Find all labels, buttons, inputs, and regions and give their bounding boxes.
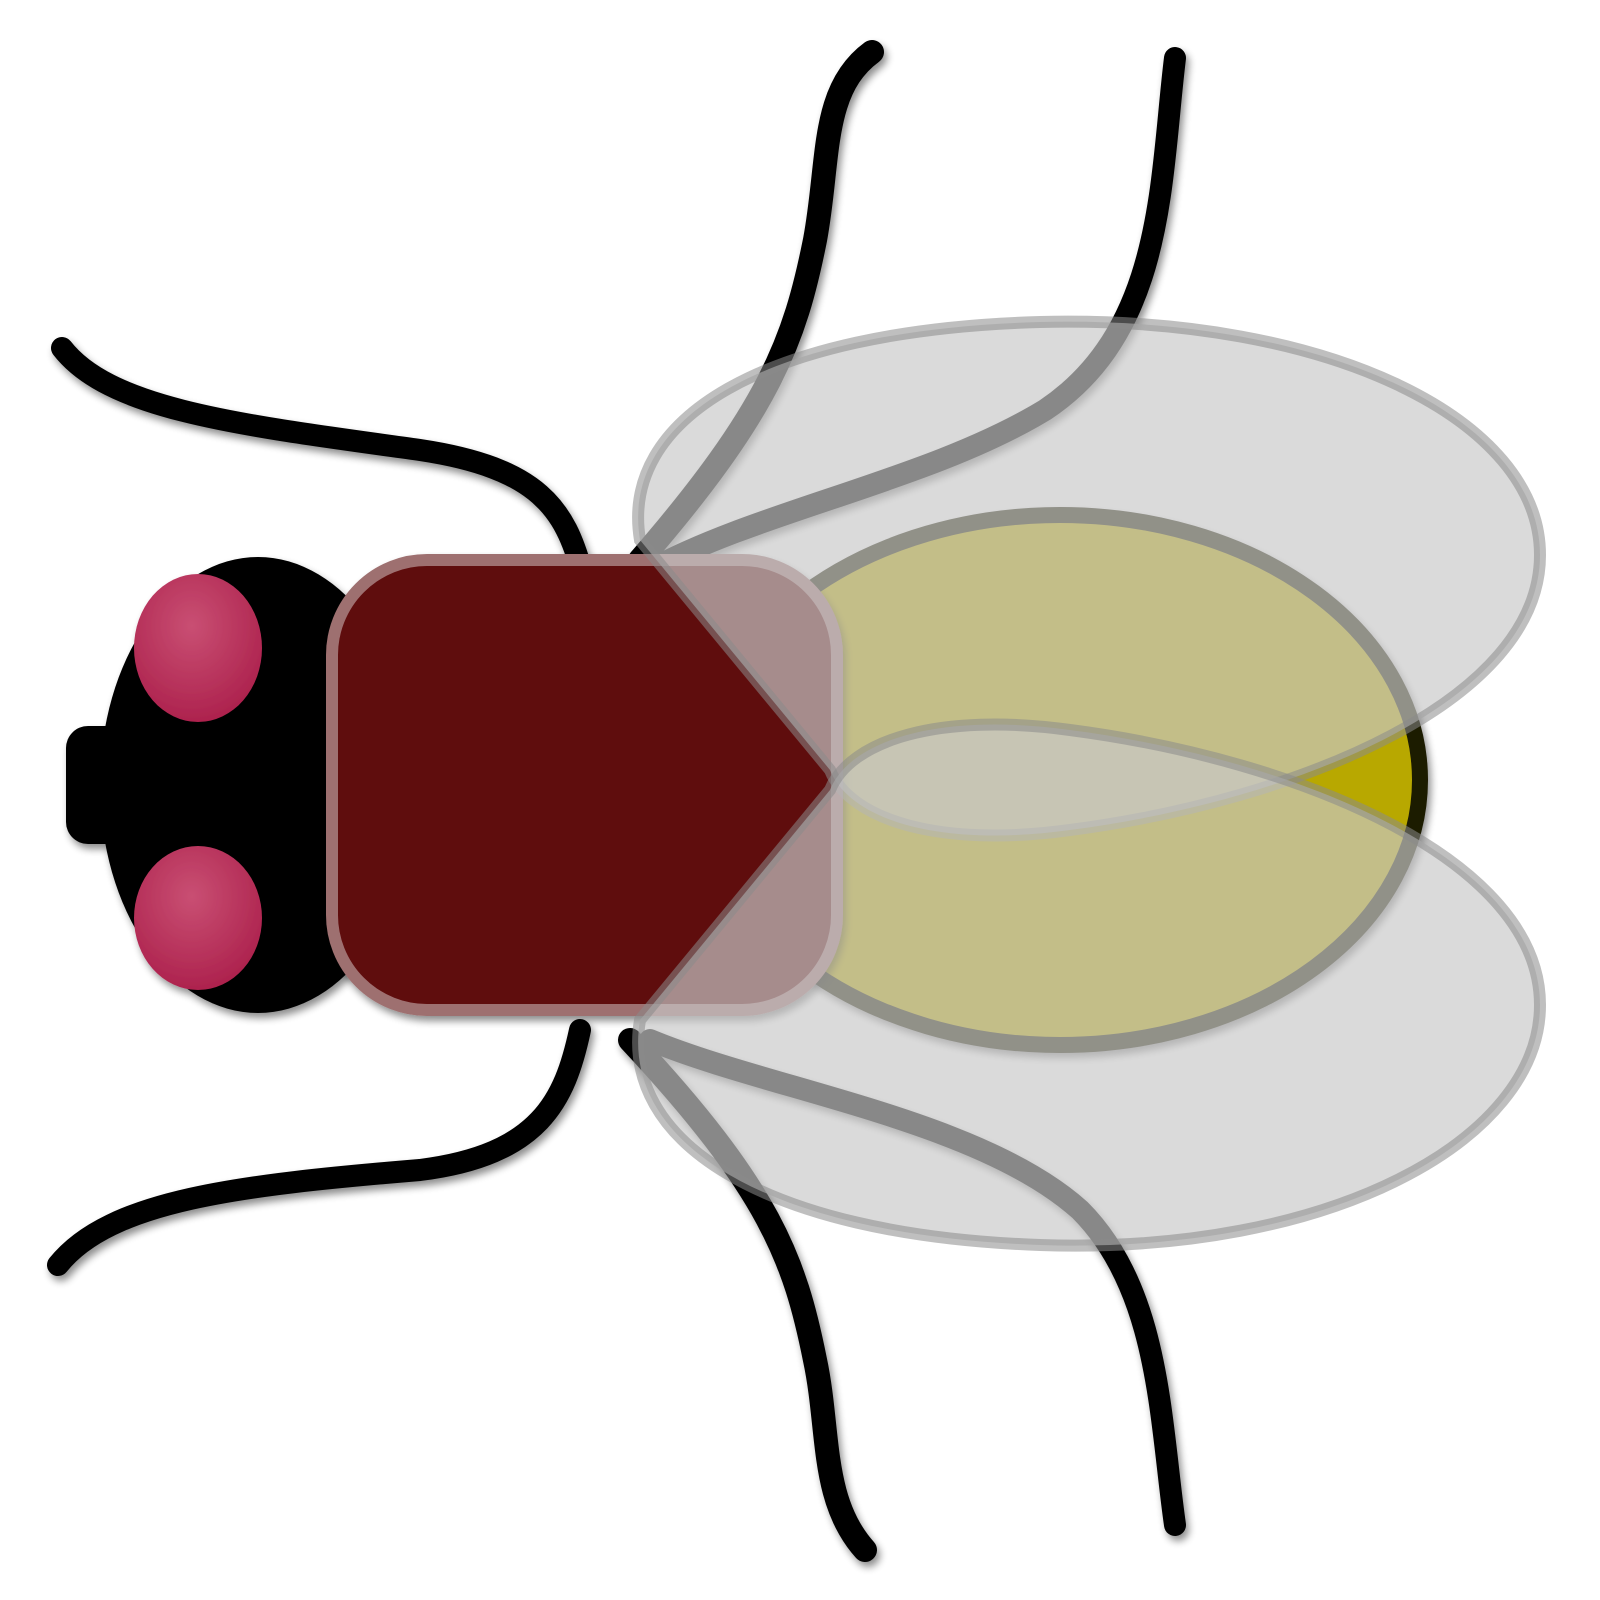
leg-front-right <box>47 1019 591 1276</box>
wing-lower <box>632 718 1547 1252</box>
eye-lower <box>134 846 262 990</box>
leg-front-left <box>51 337 593 583</box>
fly-wings <box>632 315 1547 1252</box>
eye-upper <box>134 574 262 722</box>
